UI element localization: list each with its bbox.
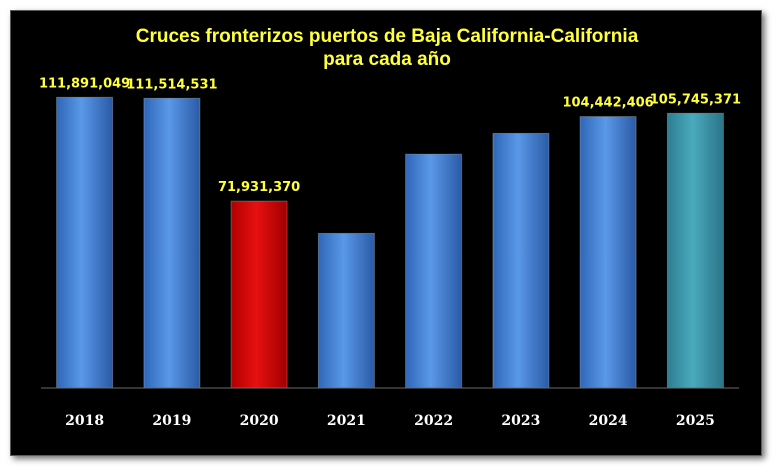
data-label-2024: 104,442,406 [562, 96, 653, 111]
x-tick-2025: 2025 [676, 413, 715, 429]
bar-2025 [666, 112, 724, 389]
chart-title: Cruces fronterizos puertos de Baja Calif… [11, 25, 763, 71]
x-tick-2021: 2021 [327, 413, 366, 429]
bar-2018 [56, 96, 114, 389]
chart-frame: Cruces fronterizos puertos de Baja Calif… [10, 10, 762, 456]
bar-2022 [405, 153, 463, 389]
x-tick-2022: 2022 [414, 413, 453, 429]
chart-title-line-2: para cada año [323, 49, 451, 70]
chart-title-line-1: Cruces fronterizos puertos de Baja Calif… [135, 26, 639, 47]
bar-2023 [492, 132, 550, 389]
bar-chart: 111,891,049 2018 111,514,531 2019 71,931,370… [39, 76, 741, 429]
data-label-2019: 111,514,531 [126, 77, 217, 92]
data-label-2025: 105,745,371 [650, 92, 741, 107]
bar-2021 [317, 232, 375, 389]
data-label-2020: 71,931,370 [218, 180, 300, 195]
x-tick-2018: 2018 [65, 413, 104, 429]
x-tick-2019: 2019 [152, 413, 191, 429]
data-label-2018: 111,891,049 [39, 76, 130, 91]
bar-2019 [143, 97, 201, 389]
bar-2020 [230, 200, 288, 389]
x-tick-2024: 2024 [589, 413, 628, 429]
bar-2024 [579, 116, 637, 389]
x-tick-2023: 2023 [501, 413, 540, 429]
x-tick-2020: 2020 [240, 413, 279, 429]
